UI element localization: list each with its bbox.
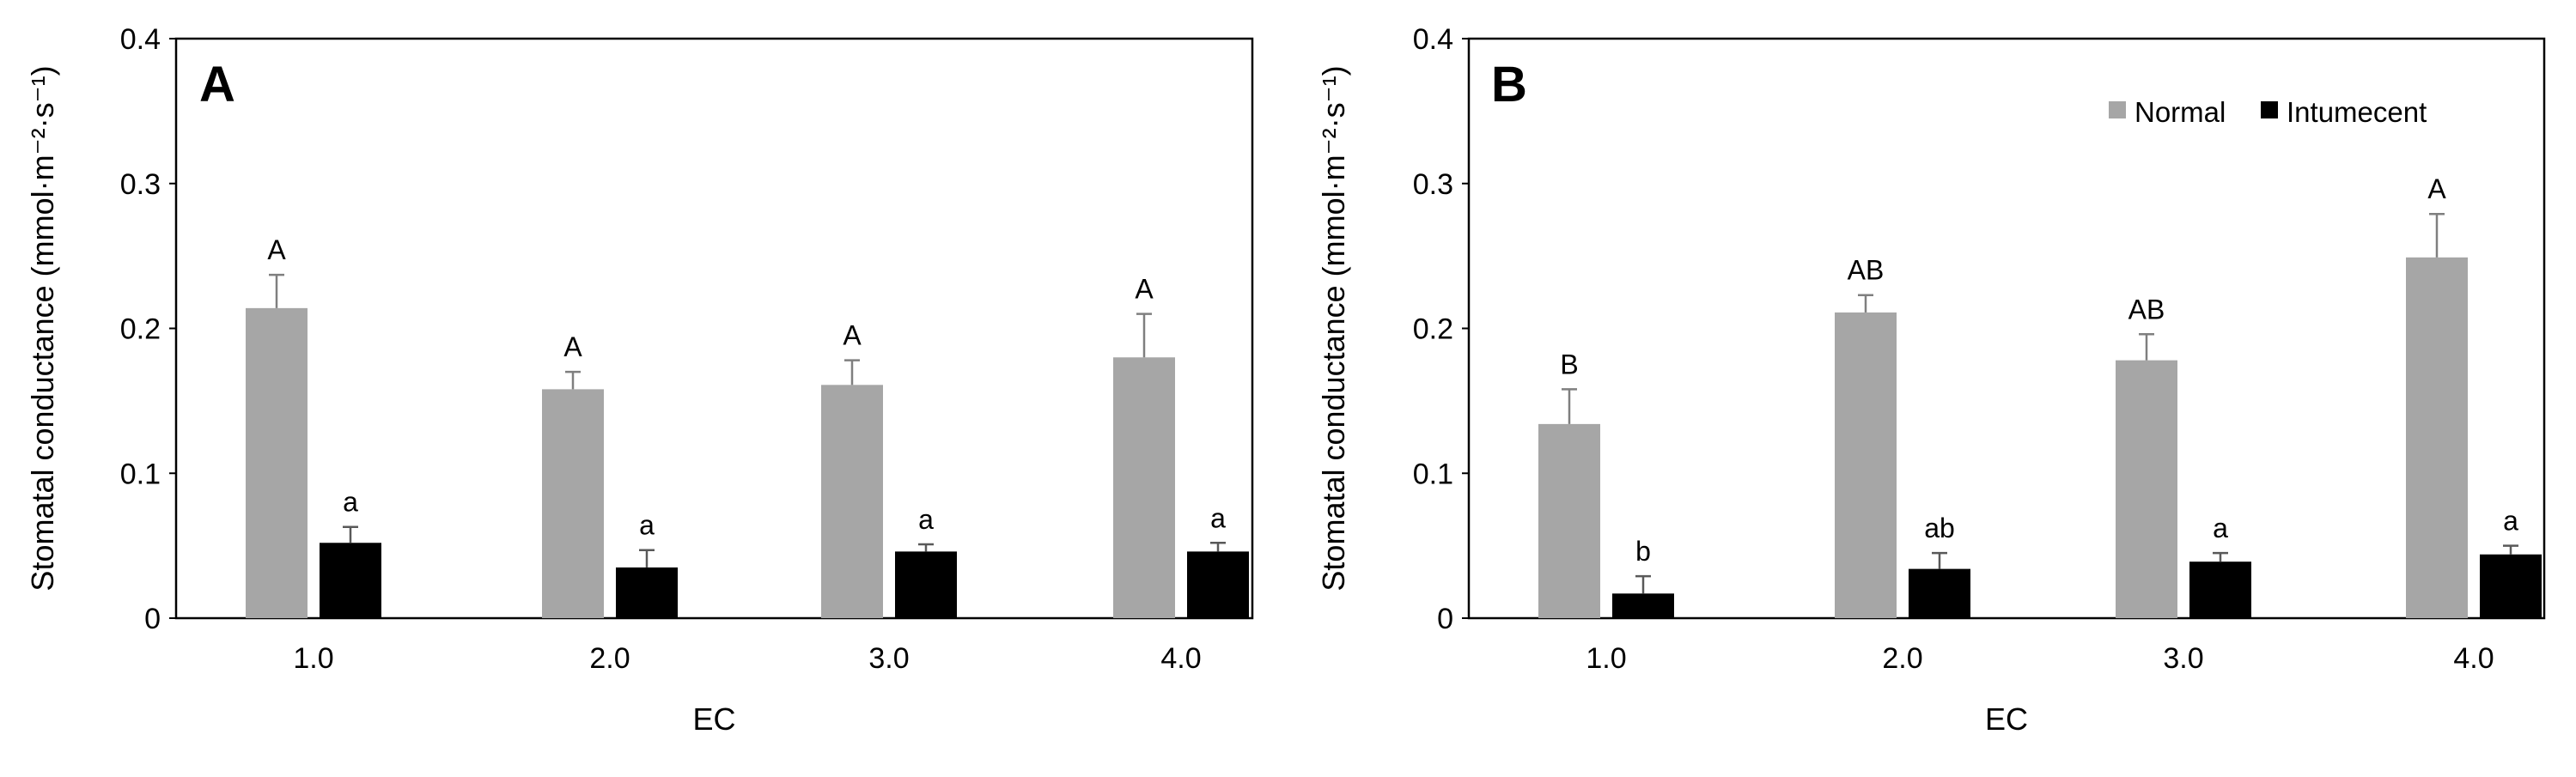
x-tick-label: 4.0 xyxy=(2453,642,2494,675)
x-tick-label: 2.0 xyxy=(589,642,630,675)
x-tick-label: 4.0 xyxy=(1160,642,1201,675)
bar-intumecent-1.0 xyxy=(1612,593,1674,618)
significance-letter: ab xyxy=(1924,513,1955,543)
y-tick-label: 0.4 xyxy=(120,23,161,56)
bar-intumecent-3.0 xyxy=(895,551,957,618)
significance-letter: a xyxy=(1210,502,1226,533)
legend-label-normal: Normal xyxy=(2134,96,2226,128)
legend-swatch-normal xyxy=(2109,101,2126,118)
significance-letter: a xyxy=(2213,513,2228,543)
x-axis-title: EC xyxy=(1985,701,2028,737)
significance-letter: a xyxy=(343,487,358,518)
y-tick-label: 0 xyxy=(1437,603,1453,635)
significance-letter: a xyxy=(918,504,934,535)
bar-intumecent-4.0 xyxy=(2480,554,2542,618)
chart-panel-b: 0 0.1 0.2 0.3 0.4 1.0 Bb 2.0 AB ab 3.0 AB a 4.0 Aa EC St… xyxy=(1316,23,2546,737)
bar-normal-4.0 xyxy=(2406,257,2468,618)
y-tick-label: 0 xyxy=(144,603,161,635)
bar-normal-3.0 xyxy=(2116,360,2177,618)
legend-swatch-intumecent xyxy=(2261,101,2278,118)
y-tick-label: 0.1 xyxy=(120,458,161,490)
bar-intumecent-4.0 xyxy=(1187,551,1249,618)
y-tick-label: 0.2 xyxy=(1413,313,1453,346)
bar-intumecent-2.0 xyxy=(1909,568,1970,618)
legend-label-intumecent: Intumecent xyxy=(2287,96,2427,128)
bar-normal-2.0 xyxy=(1835,312,1897,618)
bar-normal-3.0 xyxy=(821,385,883,618)
bar-intumecent-1.0 xyxy=(320,543,381,618)
significance-letter: AB xyxy=(2128,294,2165,325)
y-tick-label: 0.4 xyxy=(1413,23,1453,56)
bar-normal-4.0 xyxy=(1113,357,1175,618)
bar-normal-1.0 xyxy=(1538,423,1600,618)
significance-letter: A xyxy=(563,331,582,362)
y-axis-title: Stomatal conductance (mmol·m⁻²·s⁻¹) xyxy=(25,65,60,591)
x-tick-label: 2.0 xyxy=(1882,642,1922,675)
x-tick-label: 1.0 xyxy=(293,642,333,675)
y-tick-label: 0.3 xyxy=(1413,168,1453,201)
significance-letter: a xyxy=(2503,506,2518,537)
significance-letter: A xyxy=(2427,173,2446,204)
bar-normal-2.0 xyxy=(542,389,604,618)
significance-letter: A xyxy=(267,234,286,265)
y-tick-label: 0.1 xyxy=(1413,458,1453,490)
panel-label: B xyxy=(1491,57,1527,112)
panel-label: A xyxy=(199,57,235,112)
significance-letter: b xyxy=(1635,536,1651,567)
significance-letter: a xyxy=(639,510,655,541)
bar-intumecent-2.0 xyxy=(616,567,678,618)
legend: Normal Intumecent xyxy=(2109,96,2427,128)
x-tick-label: 3.0 xyxy=(868,642,909,675)
bar-normal-1.0 xyxy=(246,307,308,618)
significance-letter: A xyxy=(1135,274,1154,305)
significance-letter: AB xyxy=(1848,255,1885,286)
bar-intumecent-3.0 xyxy=(2189,562,2251,618)
significance-letter: A xyxy=(843,320,862,351)
x-tick-label: 1.0 xyxy=(1586,642,1626,675)
chart-panel-a: 0 0.1 0.2 0.3 0.4 1.0 Aa 2.0 Aa 3.0 Aa 4.0 Aa EC Stoma… xyxy=(25,23,1254,737)
y-axis-title: Stomatal conductance (mmol·m⁻²·s⁻¹) xyxy=(1316,65,1351,591)
y-tick-label: 0.2 xyxy=(120,313,161,346)
y-tick-label: 0.3 xyxy=(120,168,161,201)
x-tick-label: 3.0 xyxy=(2163,642,2203,675)
x-axis-title: EC xyxy=(692,701,735,737)
significance-letter: B xyxy=(1560,349,1578,379)
